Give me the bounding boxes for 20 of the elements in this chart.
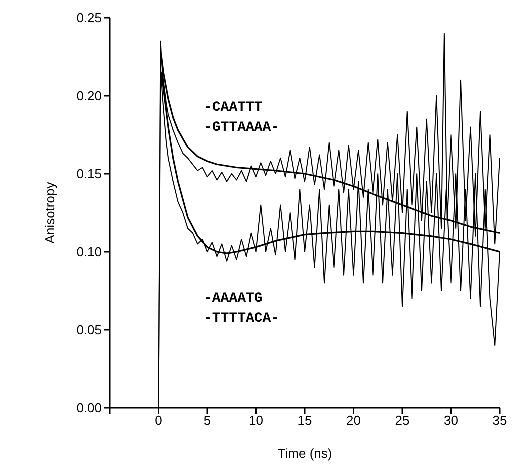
y-tick-label: 0.00 [76,400,102,416]
x-tick-label: 10 [249,413,264,428]
annotation: -GTTAAAA- [204,120,280,136]
y-tick-label: 0.05 [76,322,102,338]
y-tick-label: 0.25 [76,10,102,26]
x-tick-label: 35 [492,413,508,428]
annotation: -CAATTT [204,100,263,116]
x-tick-label: 30 [444,413,458,428]
annotation: -AAAATG [204,291,263,307]
y-tick-label: 0.20 [76,88,102,104]
x-tick-label: 20 [346,413,361,428]
x-tick-label: 0 [155,413,162,428]
annotation: -TTTTACA- [204,311,280,327]
x-tick-label: 15 [298,413,312,428]
x-tick-label: 25 [395,413,410,428]
y-tick-label: 0.10 [76,244,102,260]
x-axis-title: Time (ns) [278,446,332,461]
y-axis-title: Anisotropy [42,182,58,244]
y-tick-label: 0.15 [76,166,102,182]
x-tick-label: 5 [204,413,212,428]
